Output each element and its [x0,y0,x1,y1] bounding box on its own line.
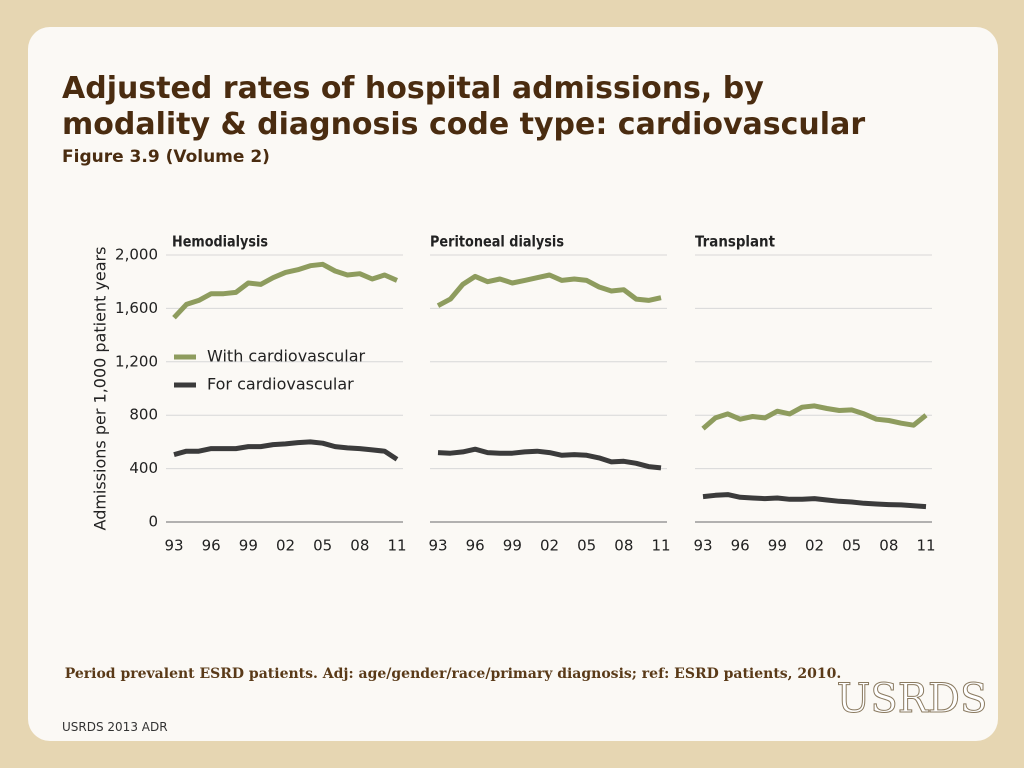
series-line [172,261,398,320]
y-tick-label: 400 [129,459,158,477]
x-tick-label: 96 [202,537,221,555]
x-tick-label: 08 [350,537,369,555]
panel-title: Peritoneal dialysis [430,233,564,251]
x-tick-label: 99 [239,537,258,555]
x-tick-label: 11 [387,537,406,555]
x-tick-label: 02 [540,537,559,555]
series-line [437,446,662,471]
x-tick-label: 11 [651,537,670,555]
panel-title: Hemodialysis [172,233,268,251]
logo: USRDS [837,676,988,722]
series-line [702,492,927,510]
x-tick-label: 11 [916,537,935,555]
x-tick-label: 93 [164,537,183,555]
charts: 0 400 800 1,200 1,600 2,000 Hemodialysis 93 96 99… [91,233,936,555]
series-line [173,439,399,462]
x-tick-label: 99 [768,537,787,555]
x-tick-label: 93 [693,537,712,555]
y-tick-label: 1,600 [115,299,158,317]
legend-label: With cardiovascular [207,347,366,366]
footnote: Period prevalent ESRD patients. Adj: age… [65,666,842,682]
subtitle: Figure 3.9 (Volume 2) [62,147,270,167]
x-tick-label: 02 [805,537,824,555]
x-tick-label: 05 [313,537,332,555]
x-tick-label: 96 [466,537,485,555]
title-line: modality & diagnosis code type: cardiova… [62,107,865,142]
legend-label: For cardiovascular [207,375,354,394]
y-tick-label: 0 [148,513,158,531]
x-tick-label: 02 [276,537,295,555]
content-panel [28,27,998,741]
footer: USRDS 2013 ADR [62,720,168,734]
x-tick-label: 99 [503,537,522,555]
series-line [436,272,662,308]
x-tick-label: 08 [879,537,898,555]
x-tick-label: 93 [428,537,447,555]
slide-title: Adjusted rates of hospital admissions, b… [62,71,865,142]
y-tick-label: 1,200 [115,352,158,370]
panel-title: Transplant [695,233,775,251]
x-tick-label: 05 [842,537,861,555]
series-line [701,403,928,431]
x-tick-label: 08 [614,537,633,555]
x-tick-label: 05 [577,537,596,555]
y-axis-label: Admissions per 1,000 patient years [91,247,110,531]
x-tick-label: 96 [731,537,750,555]
title-line: Adjusted rates of hospital admissions, b… [62,71,764,106]
y-tick-label: 800 [129,406,158,424]
y-tick-label: 2,000 [115,246,158,264]
